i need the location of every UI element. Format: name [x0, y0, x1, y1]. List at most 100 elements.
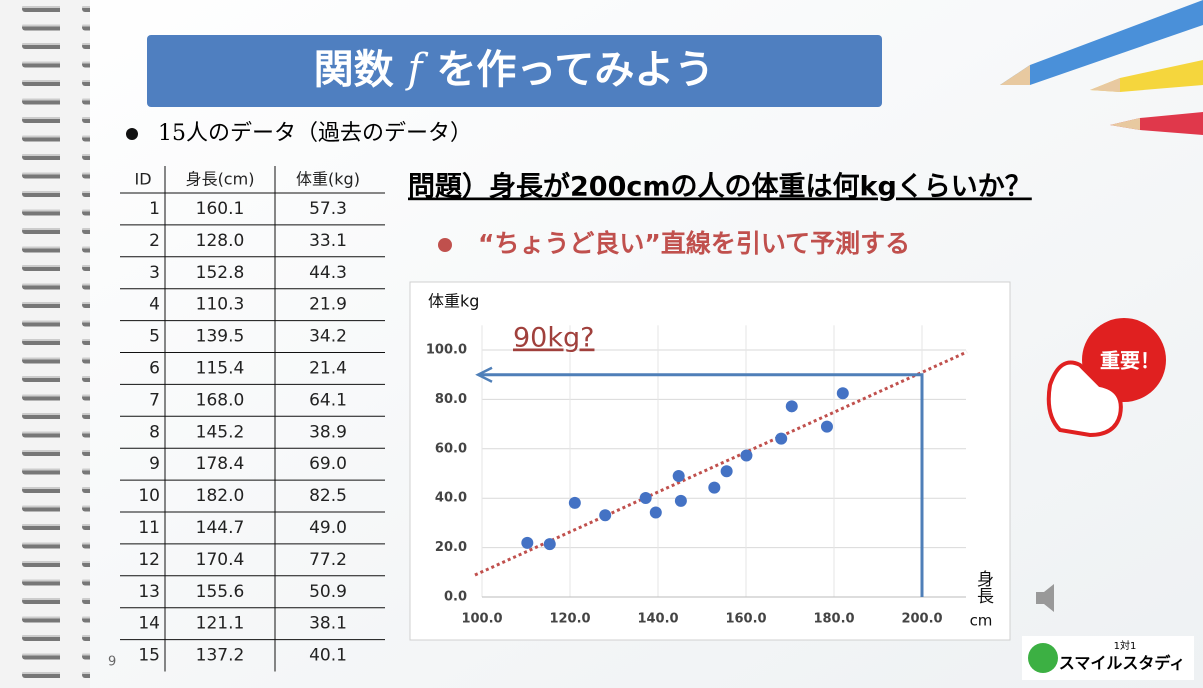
question: 問題）身長が200cmの人の体重は何kgくらいか？: [408, 171, 1032, 203]
table-header: 体重(kg): [296, 170, 360, 189]
table-header: 身長(cm): [186, 170, 255, 189]
table-cell: 170.4: [196, 550, 245, 570]
page-number: 9: [108, 655, 116, 670]
table-cell: 178.4: [196, 454, 245, 474]
point: [649, 506, 662, 519]
point: [543, 538, 556, 551]
badge: 重要！: [1046, 318, 1166, 438]
table-cell: 182.0: [196, 486, 245, 506]
y-axis-label: 体重kg: [428, 292, 479, 311]
table-cell: 121.1: [196, 614, 245, 634]
speaker-icon: [1036, 584, 1054, 612]
point: [740, 449, 753, 462]
table-cell: 13: [138, 582, 160, 602]
chart-area: [409, 281, 1011, 641]
y-tick-label: 0.0: [444, 590, 467, 605]
spiral: [0, 0, 90, 688]
table-cell: 160.1: [196, 199, 245, 219]
point: [568, 496, 581, 509]
x-tick-label: 120.0: [549, 612, 590, 627]
logo-small: 1対1: [1114, 639, 1137, 652]
table-cell: 145.2: [196, 422, 245, 442]
table-cell: 38.1: [309, 614, 347, 634]
table: ID 身長(cm) 体重(kg) 1 160.1 57.3 2 128.0 33.1 3 152.8…: [120, 166, 385, 672]
table-header: ID: [134, 170, 151, 189]
x-tick-label: 140.0: [637, 612, 678, 627]
point: [836, 387, 849, 400]
guide-arrow: [480, 373, 924, 597]
table-cell: 139.5: [196, 327, 245, 347]
y-tick-label: 100.0: [426, 343, 467, 358]
chart: 0.0 20.0 40.0 60.0 80.0 100.0 100.0 120.0 140.0 1…: [426, 292, 994, 630]
table-cell: 144.7: [196, 518, 245, 538]
x-tick-label: 180.0: [813, 612, 854, 627]
table-cell: 49.0: [309, 518, 347, 538]
point: [775, 432, 788, 445]
table-cell: 155.6: [196, 582, 245, 602]
table-cell: 40.1: [309, 646, 347, 666]
table-cell: 137.2: [196, 646, 245, 666]
table-cell: 6: [149, 358, 160, 378]
title-text: を作ってみよう: [436, 47, 714, 93]
point: [708, 481, 721, 494]
sub-bullet: “ちょうど良い”直線を引いて予測する: [478, 229, 910, 258]
table-cell: 57.3: [309, 199, 347, 219]
x-tick-label: 200.0: [901, 612, 942, 627]
bullet-dot: [438, 238, 452, 252]
annotation: 90kg?: [513, 323, 594, 354]
point: [785, 400, 798, 413]
table-cell: 50.9: [309, 582, 347, 602]
table-cell: 77.2: [309, 550, 347, 570]
table-cell: 115.4: [196, 358, 245, 378]
title-variable: f: [405, 46, 429, 92]
pencils: [1000, 0, 1203, 135]
table-cell: 128.0: [196, 231, 245, 251]
table-cell: 69.0: [309, 454, 347, 474]
table-cell: 12: [138, 550, 160, 570]
logo: スマイルスタディ: [1059, 654, 1185, 673]
y-tick-label: 20.0: [435, 540, 467, 555]
point: [639, 491, 652, 504]
table-cell: 38.9: [309, 422, 347, 442]
table-cell: 14: [138, 614, 160, 634]
table-cell: 1: [149, 199, 160, 219]
bullet-dot: [126, 128, 138, 140]
table-cell: 9: [149, 454, 160, 474]
table-cell: 64.1: [309, 390, 347, 410]
table-cell: 10: [138, 486, 160, 506]
badge-text: 重要！: [1100, 349, 1160, 373]
point: [599, 509, 612, 522]
y-tick-label: 80.0: [435, 392, 467, 407]
table-cell: 7: [149, 390, 160, 410]
table-cell: 82.5: [309, 486, 347, 506]
table-cell: 2: [149, 231, 160, 251]
title-text: 関数: [314, 47, 394, 93]
table-cell: 4: [149, 295, 160, 315]
table-cell: 21.9: [309, 295, 347, 315]
table-cell: 44.3: [309, 263, 347, 283]
x-tick-label: 160.0: [725, 612, 766, 627]
table-cell: 152.8: [196, 263, 245, 283]
title-box: [147, 35, 882, 107]
point: [521, 536, 534, 549]
x-tick-label: 100.0: [461, 612, 502, 627]
table-cell: 168.0: [196, 390, 245, 410]
table-cell: 5: [149, 327, 160, 347]
logo-mark: [1028, 643, 1058, 673]
table-cell: 110.3: [196, 295, 245, 315]
table-cell: 11: [138, 518, 160, 538]
arrow-head: [475, 366, 493, 383]
trendline: [474, 350, 968, 577]
x-axis-unit: cm: [970, 612, 993, 630]
table-cell: 15: [138, 646, 160, 666]
table-cell: 3: [149, 263, 160, 283]
point: [674, 494, 687, 507]
point: [820, 420, 833, 433]
point: [720, 465, 733, 478]
table-cell: 21.4: [309, 358, 347, 378]
point: [672, 469, 685, 482]
table-cell: 8: [149, 422, 160, 442]
y-tick-label: 40.0: [435, 491, 467, 506]
y-tick-label: 60.0: [435, 441, 467, 456]
